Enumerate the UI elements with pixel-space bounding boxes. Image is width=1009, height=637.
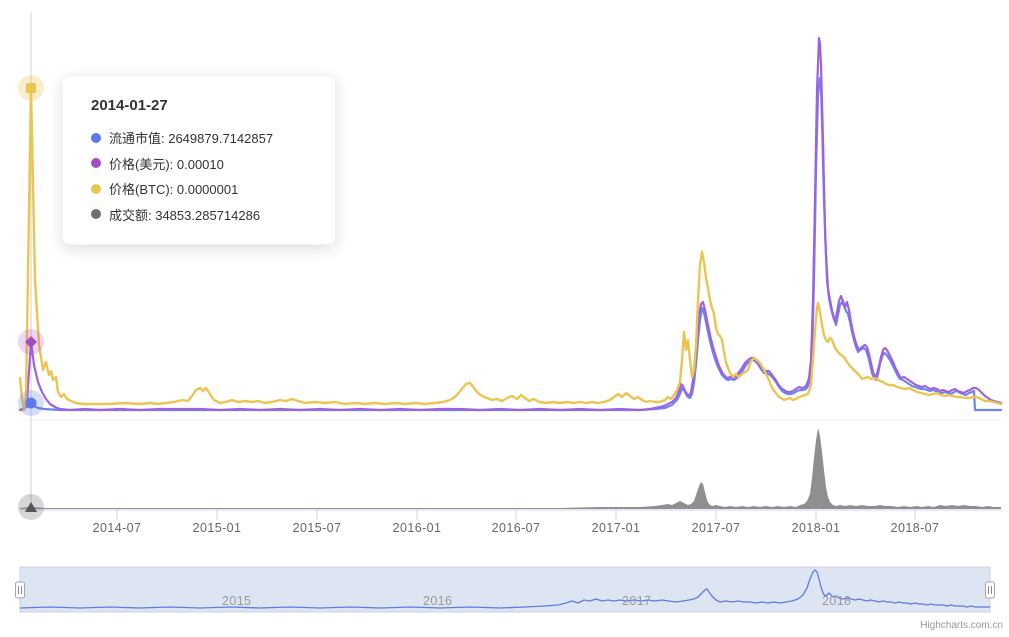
x-axis-label: 2018-01: [791, 521, 841, 535]
tooltip-row: 成交额: 34853.285714286: [91, 202, 317, 228]
market-cap-series-dot-icon: [91, 132, 101, 143]
x-axis-label: 2016-01: [392, 521, 442, 535]
x-axis-label: 2016-07: [491, 521, 541, 535]
price-btc-series-dot-icon: [91, 183, 101, 194]
x-axis-label: 2015-07: [292, 521, 342, 535]
hover-marker-volume[interactable]: [25, 502, 37, 512]
tooltip-row-text: 流通市值: 2649879.7142857: [109, 131, 274, 147]
navigator-year-label: 2016: [423, 594, 453, 608]
x-axis-label: 2017-01: [591, 521, 641, 535]
x-axis-label: 2017-07: [691, 521, 741, 535]
hover-marker-market-cap[interactable]: [25, 397, 37, 409]
series-line-market-cap[interactable]: [18, 76, 1003, 412]
volume-series-dot-icon: [91, 209, 101, 220]
tooltip-row: 价格(BTC): 0.0000001: [91, 176, 317, 202]
tooltip-row: 价格(美元): 0.00010: [91, 151, 317, 177]
series-area-volume[interactable]: [20, 428, 1001, 509]
series-line-price-btc[interactable]: [18, 86, 1003, 412]
navigator-handle-left[interactable]: [15, 581, 25, 599]
x-axis-label: 2015-01: [192, 521, 242, 535]
navigator-year-label: 2018: [822, 594, 852, 608]
tooltip-row-text: 价格(美元): 0.00010: [109, 156, 224, 172]
hover-marker-price-btc[interactable]: [26, 83, 36, 93]
series-line-price-usd[interactable]: [18, 36, 1003, 412]
price-usd-series-dot-icon: [91, 158, 101, 169]
x-axis-label: 2018-07: [890, 521, 940, 535]
hover-marker-price-usd[interactable]: [25, 336, 37, 348]
navigator-year-label: 2015: [222, 594, 252, 608]
tooltip-row-text: 价格(BTC): 0.0000001: [109, 182, 239, 198]
tooltip-row: 流通市值: 2649879.7142857: [91, 125, 317, 151]
navigator-series-line: [19, 569, 990, 609]
navigator-year-label: 2017: [622, 594, 652, 608]
credits-link[interactable]: Highcharts.com.cn: [920, 620, 1003, 631]
tooltip-row-text: 成交额: 34853.285714286: [109, 207, 261, 223]
x-axis-label: 2014-07: [92, 521, 142, 535]
tooltip-date: 2014-01-27: [91, 97, 168, 114]
navigator-handle-right[interactable]: [985, 581, 995, 599]
tooltip: 2014-01-27 流通市值: 2649879.7142857 价格(美元): …: [62, 75, 336, 245]
tooltip-rows: 流通市值: 2649879.7142857 价格(美元): 0.00010 价格(B…: [91, 125, 317, 227]
